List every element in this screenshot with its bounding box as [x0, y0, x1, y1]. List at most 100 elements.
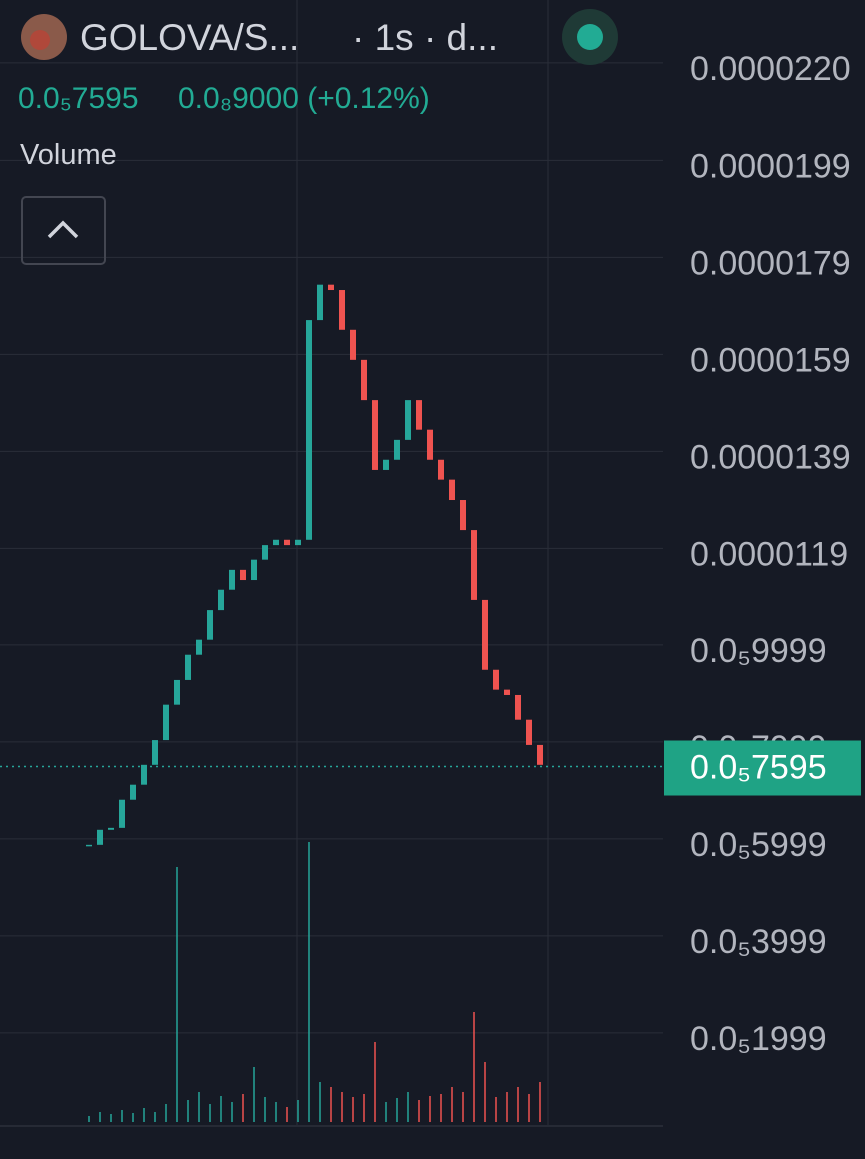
- y-tick-label: 0.0000159: [690, 341, 851, 379]
- candle-body: [328, 284, 334, 291]
- grid: [0, 62, 663, 1034]
- y-tick-label: 0.0000220: [690, 50, 851, 88]
- candle-body: [504, 689, 510, 695]
- symbol[interactable]: GOLOVA/S...: [80, 17, 299, 58]
- y-tick-label: 0.0₅1999: [690, 1020, 827, 1058]
- candle-body: [427, 429, 433, 460]
- volume-bar: [385, 1102, 387, 1122]
- volume-bar: [363, 1094, 365, 1122]
- volume-bar: [495, 1097, 497, 1122]
- volume-bar: [319, 1082, 321, 1122]
- candle-body: [185, 654, 191, 680]
- y-tick-label: 0.0000119: [690, 535, 848, 573]
- candle-body: [471, 530, 477, 600]
- volume-bar: [176, 867, 178, 1122]
- volume-bar: [275, 1102, 277, 1122]
- candle-body: [339, 290, 345, 330]
- volume-bar: [154, 1112, 156, 1122]
- candle-body: [460, 500, 466, 531]
- y-tick-label: 0.0₅3999: [690, 923, 827, 961]
- candle-body: [405, 400, 411, 440]
- avatar-detail: [30, 30, 50, 50]
- y-tick-label: 0.0₅5999: [690, 826, 827, 864]
- chevron-icon: [47, 220, 79, 239]
- volume-bar: [286, 1107, 288, 1122]
- candle-body: [119, 799, 125, 828]
- volume-bar: [396, 1098, 398, 1122]
- volume-bar: [484, 1062, 486, 1122]
- volume-bar: [429, 1096, 431, 1122]
- volume-bar: [330, 1087, 332, 1122]
- candle-body: [284, 539, 290, 546]
- volume-bar: [143, 1108, 145, 1122]
- y-tick-label: 0.0000199: [690, 147, 851, 185]
- volume-bar: [451, 1087, 453, 1122]
- volume-bar: [231, 1102, 233, 1122]
- volume-bar: [187, 1100, 189, 1122]
- candle-body: [317, 284, 323, 321]
- candle-body: [174, 679, 180, 705]
- candle-body: [449, 479, 455, 501]
- price: 0.0₅7595: [18, 82, 139, 115]
- candle-body: [251, 559, 257, 581]
- candle-body: [350, 329, 356, 360]
- interval[interactable]: · 1s · d...: [352, 17, 498, 58]
- volume-bar: [341, 1092, 343, 1122]
- candle-body: [207, 610, 213, 640]
- volume-bar: [407, 1092, 409, 1122]
- candle-body: [108, 827, 114, 830]
- candle-body: [262, 545, 268, 560]
- candle-body: [218, 589, 224, 611]
- candle-body: [273, 539, 279, 546]
- volume-bar: [506, 1092, 508, 1122]
- volume-bar: [517, 1087, 519, 1122]
- candle-body: [383, 459, 389, 470]
- volume-bar: [110, 1114, 112, 1122]
- volume-bar: [418, 1100, 420, 1122]
- y-tick-label: 0.0₅9999: [690, 632, 827, 670]
- volume-bar: [308, 842, 310, 1122]
- y-tick-label: 0.0000179: [690, 244, 851, 282]
- volume-label: Volume: [20, 139, 117, 171]
- candle-body: [482, 599, 488, 670]
- candle-body: [97, 829, 103, 845]
- volume-bar: [528, 1094, 530, 1122]
- candle-body: [130, 784, 136, 800]
- volume-bar: [462, 1092, 464, 1122]
- volume-bar: [209, 1104, 211, 1122]
- volume-bar: [132, 1113, 134, 1122]
- candle-body: [416, 400, 422, 430]
- candle-body: [163, 704, 169, 741]
- candle-body: [526, 719, 532, 745]
- candle-body: [515, 694, 521, 720]
- candle-body: [141, 764, 147, 785]
- volume-bar: [374, 1042, 376, 1122]
- last-price-tag: [664, 740, 861, 796]
- volume-bar: [352, 1097, 354, 1122]
- candle-body: [438, 459, 444, 480]
- volume-bar: [264, 1097, 266, 1122]
- collapse-button[interactable]: [21, 196, 106, 265]
- candle-body: [295, 539, 301, 546]
- candle-body: [152, 740, 158, 765]
- volume-bar: [473, 1012, 475, 1122]
- y-tick-label: 0.0000139: [690, 438, 851, 476]
- change: 0.0₈9000 (+0.12%): [178, 82, 430, 115]
- candle-body: [493, 669, 499, 690]
- volume-bar: [99, 1112, 101, 1122]
- volume-bar: [242, 1094, 244, 1122]
- volume-bar: [440, 1094, 442, 1122]
- volume-bar: [253, 1067, 255, 1122]
- candle-body: [537, 744, 543, 765]
- last-price-label: 0.0₅7595: [690, 749, 827, 787]
- candle-body: [372, 400, 378, 470]
- status-dot[interactable]: [577, 24, 603, 50]
- volume-bar: [165, 1104, 167, 1122]
- candle-body: [86, 844, 92, 847]
- candle-body: [240, 569, 246, 581]
- volume-bar: [220, 1096, 222, 1122]
- volume-bar: [88, 1116, 90, 1122]
- candle-body: [394, 439, 400, 460]
- price-axis: 0.0000220 0.0000199 0.0000179 0.0000159 0.00…: [690, 50, 851, 1058]
